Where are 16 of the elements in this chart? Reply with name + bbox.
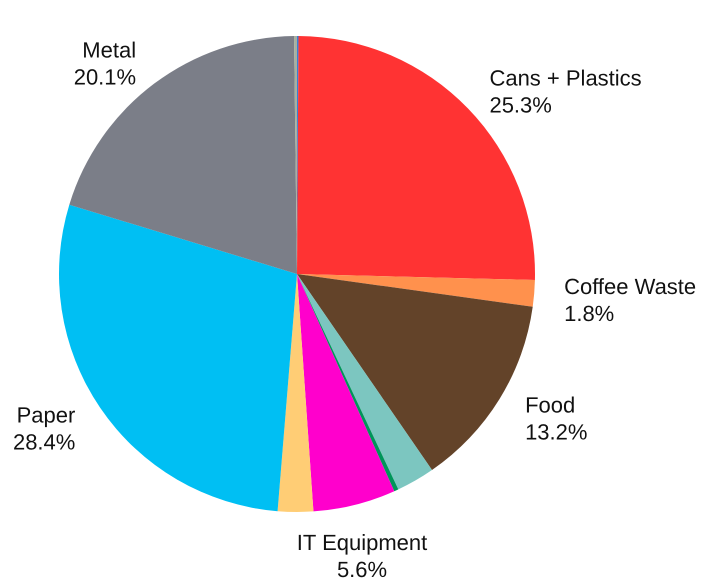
slice-label: Food bbox=[525, 392, 576, 418]
pie-slice bbox=[297, 274, 535, 307]
data-label: 1.8% bbox=[564, 300, 614, 326]
data-label: 5.6% bbox=[336, 556, 388, 579]
slice-label: Metal bbox=[82, 38, 136, 63]
slice-label: Cans + Plastics bbox=[489, 65, 642, 90]
slice-label: IT Equipment bbox=[296, 530, 428, 555]
data-label: 25.3% bbox=[489, 92, 552, 118]
pie-slice bbox=[297, 274, 432, 490]
data-label: 13.2% bbox=[525, 420, 588, 445]
pie-slice bbox=[278, 274, 314, 512]
pie-slice bbox=[69, 36, 297, 274]
slice-label: Paper bbox=[16, 402, 76, 428]
slice-label: Coffee Waste bbox=[564, 274, 696, 299]
data-label: 28.4% bbox=[12, 430, 76, 455]
data-label: 20.1% bbox=[74, 64, 136, 90]
